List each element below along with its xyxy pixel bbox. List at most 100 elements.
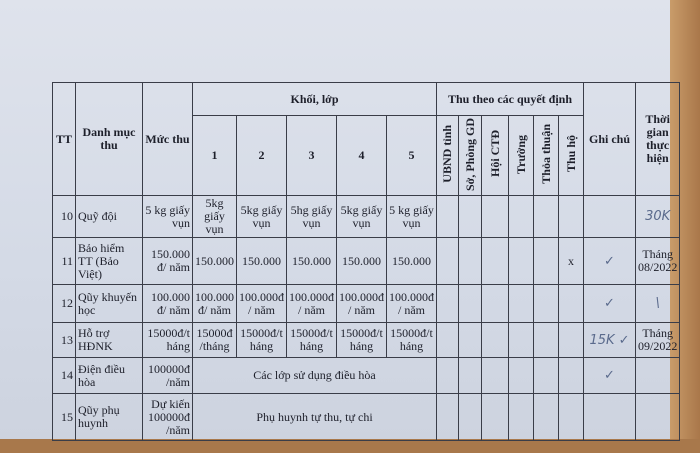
- row-note: 15K ✓: [583, 322, 636, 358]
- row-grade-value: 15000đ/t háng: [236, 322, 287, 358]
- row-decision-cell: [508, 284, 534, 323]
- row-decision-cell: [481, 284, 509, 323]
- row-time: Tháng 09/2022: [634, 322, 681, 358]
- header-decision: Hội CTĐ: [481, 115, 509, 196]
- row-decision-cell: [436, 284, 459, 323]
- row-decision-cell: [481, 357, 509, 394]
- row-decision-cell: [458, 237, 482, 285]
- row-decision-cell: [508, 195, 534, 238]
- row-grade-value: 100.000đ / năm: [336, 284, 387, 323]
- row-rate: 15000đ/t háng: [142, 322, 193, 358]
- row-grade-value: 15000đ/t háng: [286, 322, 337, 358]
- row-note: ✓: [583, 357, 636, 394]
- row-grade-value: 5hg giấy vụn: [286, 195, 337, 238]
- row-grade-value: 100.000 đ/ năm: [192, 284, 237, 323]
- header-decision-label: Sở, Phòng GD: [462, 117, 477, 191]
- row-decision-cell: [533, 393, 559, 441]
- row-grade-value: 150.000: [336, 237, 387, 285]
- header-decision: Thỏa thuận: [533, 115, 559, 196]
- row-grade-value: 150.000: [386, 237, 437, 285]
- row-thu-ho: [558, 195, 584, 238]
- row-grade-value: 5kg giấy vụn: [192, 195, 237, 238]
- row-grade-value: 100.000đ / năm: [286, 284, 337, 323]
- table-row: 14 Điện điều hòa 100000đ /năm Các lớp sử dụ…: [52, 357, 681, 394]
- row-category: Điện điều hòa: [75, 357, 143, 394]
- row-decision-cell: [508, 237, 534, 285]
- header-decision-label: Thỏa thuận: [538, 124, 553, 184]
- row-tt: 15: [52, 393, 76, 441]
- row-grade-value: 100.000đ / năm: [386, 284, 437, 323]
- row-grade-value: 150.000: [236, 237, 287, 285]
- row-time: [634, 393, 681, 441]
- row-decision-cell: [436, 357, 459, 394]
- row-tt: 11: [52, 237, 76, 285]
- row-category: Hỗ trợ HĐNK: [75, 322, 143, 358]
- row-decision-cell: [458, 322, 482, 358]
- header-grade-4: 4: [336, 115, 387, 196]
- header-time: Thời gian thực hiện: [634, 82, 681, 196]
- header-decision-label: UBND tỉnh: [440, 125, 454, 183]
- table-row: 15 Qũy phụ huynh Dự kiến 100000đ /năm Phụ h…: [52, 393, 681, 441]
- row-tt: 13: [52, 322, 76, 358]
- row-decision-cell: [436, 237, 459, 285]
- row-thu-ho: [558, 393, 584, 441]
- fee-table: TT Danh mục thu Mức thu Khối, lớp Thu th…: [52, 82, 681, 441]
- row-decision-cell: [458, 357, 482, 394]
- wood-background-bottom: [0, 439, 700, 453]
- header-decision: UBND tỉnh: [436, 115, 459, 196]
- header-decision-label: Hội CTĐ: [487, 130, 502, 178]
- header-decision: Trường: [508, 115, 534, 196]
- row-tt: 12: [52, 284, 76, 323]
- row-time: Tháng 08/2022: [634, 237, 681, 285]
- row-rate: 150.000 đ/ năm: [142, 237, 193, 285]
- row-grade-value: 5 kg giấy vụn: [386, 195, 437, 238]
- row-decision-cell: [481, 393, 509, 441]
- header-grade-1: 1: [192, 115, 237, 196]
- row-thu-ho: [558, 357, 584, 394]
- row-decision-cell: [458, 195, 482, 238]
- header-grades-group: Khối, lớp: [192, 82, 437, 116]
- row-decision-cell: [481, 237, 509, 285]
- row-note: [583, 393, 636, 441]
- header-category: Danh mục thu: [75, 82, 143, 196]
- row-grade-value: 15000đ/t háng: [386, 322, 437, 358]
- header-grade-3: 3: [286, 115, 337, 196]
- row-rate: 100000đ /năm: [142, 357, 193, 394]
- header-note: Ghi chú: [583, 82, 636, 196]
- row-grade-value: 5kg giấy vụn: [236, 195, 287, 238]
- row-decision-cell: [533, 322, 559, 358]
- row-time: [634, 357, 681, 394]
- header-grade-2: 2: [236, 115, 287, 196]
- row-decision-cell: [508, 357, 534, 394]
- row-time: \: [634, 284, 681, 323]
- row-decision-cell: [533, 195, 559, 238]
- header-decision-label: Trường: [513, 134, 528, 174]
- row-grade-value: 150.000: [192, 237, 237, 285]
- header-rate: Mức thu: [142, 82, 193, 196]
- table-row: 13 Hỗ trợ HĐNK 15000đ/t háng 15000đ /tháng 1…: [52, 322, 681, 358]
- header-decision-label: Thu hộ: [563, 135, 578, 173]
- row-decision-cell: [481, 195, 509, 238]
- row-thu-ho: x: [558, 237, 584, 285]
- row-note: [583, 195, 636, 238]
- row-time: 30K: [634, 195, 681, 238]
- row-decision-cell: [533, 237, 559, 285]
- row-decision-cell: [508, 393, 534, 441]
- table-row: 11 Bảo hiểm TT (Bảo Việt) 150.000 đ/ năm 15…: [52, 237, 681, 285]
- row-decision-cell: [533, 357, 559, 394]
- row-grade-value: 150.000: [286, 237, 337, 285]
- row-thu-ho: [558, 284, 584, 323]
- row-category: Qũy khuyến học: [75, 284, 143, 323]
- row-note: ✓: [583, 284, 636, 323]
- row-category: Quỹ đội: [75, 195, 143, 238]
- row-decision-cell: [458, 393, 482, 441]
- header-decision: Thu hộ: [558, 115, 584, 196]
- row-decision-cell: [508, 322, 534, 358]
- row-decision-cell: [481, 322, 509, 358]
- row-merged-grades: Các lớp sử dụng điều hòa: [192, 357, 437, 394]
- row-grade-value: 15000đ/t háng: [336, 322, 387, 358]
- table-row: 12 Qũy khuyến học 100.000 đ/ năm 100.000 đ/…: [52, 284, 681, 323]
- row-note: ✓: [583, 237, 636, 285]
- row-grade-value: 100.000đ / năm: [236, 284, 287, 323]
- row-rate: 5 kg giấy vụn: [142, 195, 193, 238]
